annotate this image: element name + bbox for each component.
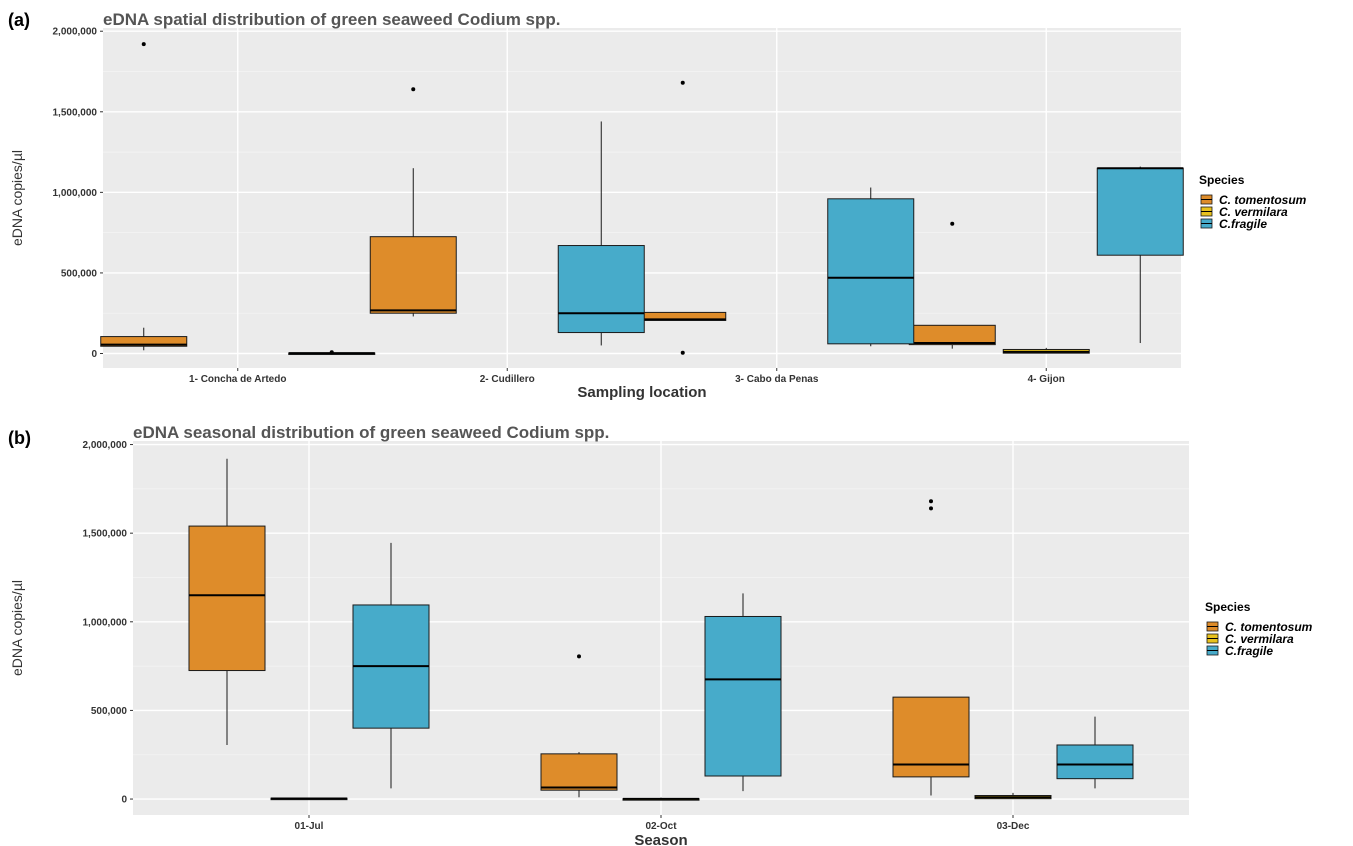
box-cfragile-box bbox=[1096, 167, 1184, 256]
panel-label: (a) bbox=[8, 10, 30, 30]
y-axis-title: eDNA copies/µl bbox=[9, 150, 25, 246]
box-cfragile-box bbox=[827, 198, 915, 345]
y-axis-title: eDNA copies/µl bbox=[9, 580, 25, 676]
box-cfragile-box bbox=[557, 245, 645, 334]
legend-item: C. tomentosum bbox=[1219, 193, 1307, 207]
y-tick-label: 2,000,000 bbox=[53, 27, 98, 38]
y-tick-label: 0 bbox=[121, 795, 127, 806]
box-cfragile-box bbox=[1056, 744, 1134, 780]
y-tick-label: 1,000,000 bbox=[53, 188, 98, 199]
legend-title: Species bbox=[1205, 600, 1251, 614]
y-tick-label: 0 bbox=[91, 349, 97, 360]
x-tick-label: 02-Oct bbox=[645, 821, 677, 832]
box-ctomentosum-outlier bbox=[680, 350, 685, 355]
legend-title: Species bbox=[1199, 173, 1245, 187]
y-tick-label: 1,500,000 bbox=[53, 107, 98, 118]
box-ctomentosum-box bbox=[540, 753, 618, 791]
chart-panel-0: 0 500,000 1,000,000 1,500,000 2,000,000 1- Co… bbox=[8, 10, 1307, 401]
box-ctomentosum-outlier bbox=[929, 506, 933, 511]
box-cfragile-box bbox=[704, 615, 782, 777]
box-ctomentosum-outlier bbox=[950, 221, 955, 226]
y-tick-label: 1,000,000 bbox=[83, 617, 128, 628]
x-tick-label: 3- Cabo da Penas bbox=[735, 374, 819, 385]
x-tick-label: 03-Dec bbox=[997, 821, 1030, 832]
x-axis-title: Season bbox=[634, 832, 687, 846]
box-cfragile-outlier bbox=[329, 350, 334, 355]
box-ctomentosum-outlier bbox=[680, 80, 685, 85]
chart-title: eDNA seasonal distribution of green seaw… bbox=[133, 423, 609, 442]
box-ctomentosum-outlier bbox=[929, 499, 933, 504]
legend-item: C. vermilara bbox=[1225, 632, 1294, 646]
box-ctomentosum-outlier bbox=[141, 42, 146, 47]
x-tick-label: 01-Jul bbox=[295, 821, 324, 832]
legend-item: C. tomentosum bbox=[1225, 620, 1313, 634]
y-tick-label: 1,500,000 bbox=[83, 529, 128, 540]
x-tick-label: 4- Gijon bbox=[1028, 374, 1065, 385]
x-axis-title: Sampling location bbox=[577, 384, 706, 401]
chart-panel-1: 0 500,000 1,000,000 1,500,000 2,000,000 01-Ju… bbox=[8, 423, 1313, 846]
box-ctomentosum-outlier bbox=[577, 654, 581, 659]
panel-label: (b) bbox=[8, 428, 31, 448]
legend-item: C.fragile bbox=[1225, 644, 1273, 658]
chart-title: eDNA spatial distribution of green seawe… bbox=[103, 10, 561, 29]
box-ctomentosum-box bbox=[369, 236, 457, 314]
y-tick-label: 2,000,000 bbox=[83, 440, 128, 451]
y-tick-label: 500,000 bbox=[91, 706, 128, 717]
x-tick-label: 1- Concha de Artedo bbox=[189, 374, 286, 385]
x-tick-label: 2- Cudillero bbox=[480, 374, 535, 385]
legend-item: C.fragile bbox=[1219, 217, 1267, 231]
box-ctomentosum-box bbox=[188, 525, 266, 672]
box-ctomentosum-box bbox=[100, 336, 188, 347]
y-tick-label: 500,000 bbox=[61, 268, 98, 279]
legend-item: C. vermilara bbox=[1219, 205, 1288, 219]
box-ctomentosum-box bbox=[908, 324, 996, 346]
box-ctomentosum-outlier bbox=[411, 87, 416, 92]
